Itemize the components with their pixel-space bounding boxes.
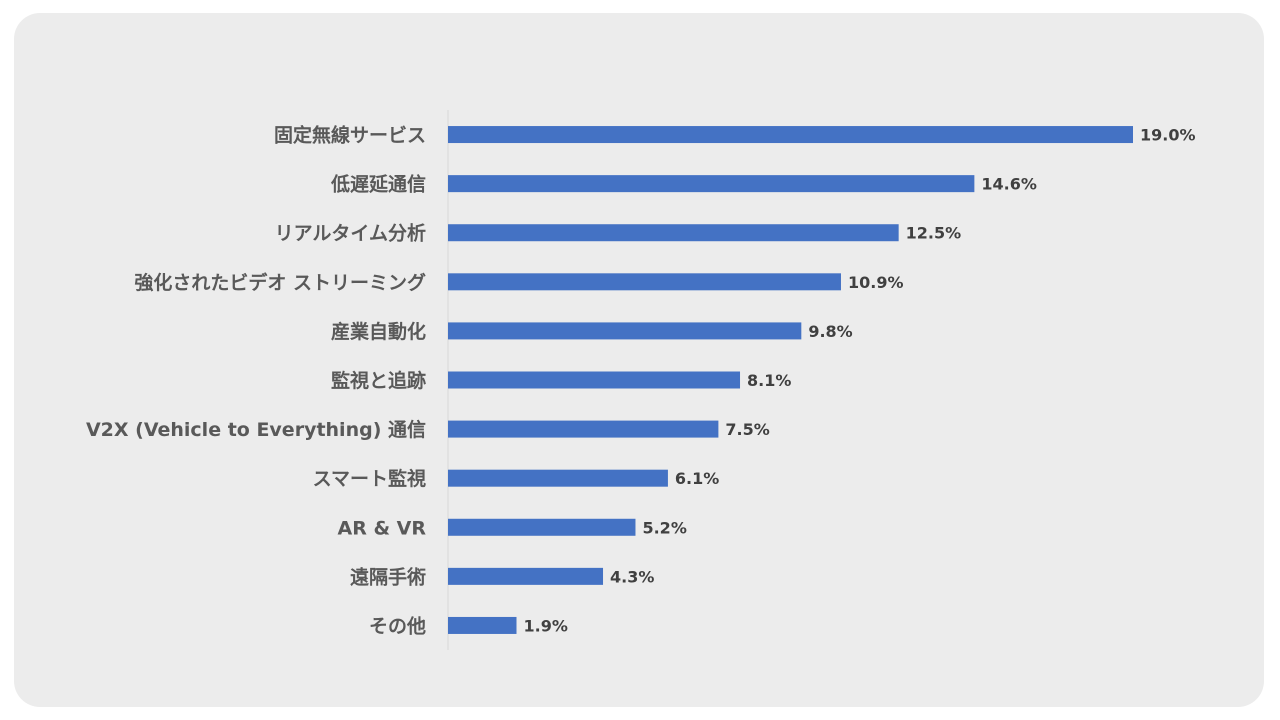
- category-label: AR & VR: [338, 517, 427, 539]
- value-label: 6.1%: [675, 469, 719, 488]
- category-label: 低遅延通信: [330, 173, 426, 196]
- value-label: 14.6%: [981, 175, 1037, 194]
- value-label: 8.1%: [747, 371, 791, 390]
- value-label: 19.0%: [1140, 126, 1196, 145]
- bar: [448, 175, 975, 193]
- bar: [448, 371, 741, 389]
- value-label: 12.5%: [906, 224, 962, 243]
- bars-group: 固定無線サービス 19.0% 低遅延通信 14.6% リアルタイム分析 12.5% 強化され…: [86, 124, 1196, 638]
- bar: [448, 469, 668, 487]
- category-label: スマート監視: [313, 467, 426, 490]
- bar: [448, 518, 636, 536]
- bar: [448, 567, 604, 585]
- value-label: 10.9%: [848, 273, 904, 292]
- bar: [448, 322, 802, 340]
- bar: [448, 224, 899, 242]
- bar: [448, 420, 719, 438]
- category-label: 遠隔手術: [350, 565, 426, 588]
- bar: [448, 616, 517, 634]
- bar: [448, 273, 841, 291]
- value-label: 1.9%: [524, 616, 568, 635]
- category-label: 固定無線サービス: [274, 124, 426, 147]
- category-label: その他: [369, 614, 426, 637]
- category-label: リアルタイム分析: [275, 222, 426, 245]
- value-label: 5.2%: [642, 518, 686, 537]
- value-label: 9.8%: [808, 322, 852, 341]
- bar: [448, 126, 1133, 144]
- category-label: 監視と追跡: [331, 369, 426, 392]
- category-label: V2X (Vehicle to Everything) 通信: [86, 418, 426, 441]
- category-label: 産業自動化: [331, 320, 426, 343]
- value-label: 7.5%: [725, 420, 769, 439]
- category-label: 強化されたビデオ ストリーミング: [134, 271, 426, 294]
- value-label: 4.3%: [610, 567, 654, 586]
